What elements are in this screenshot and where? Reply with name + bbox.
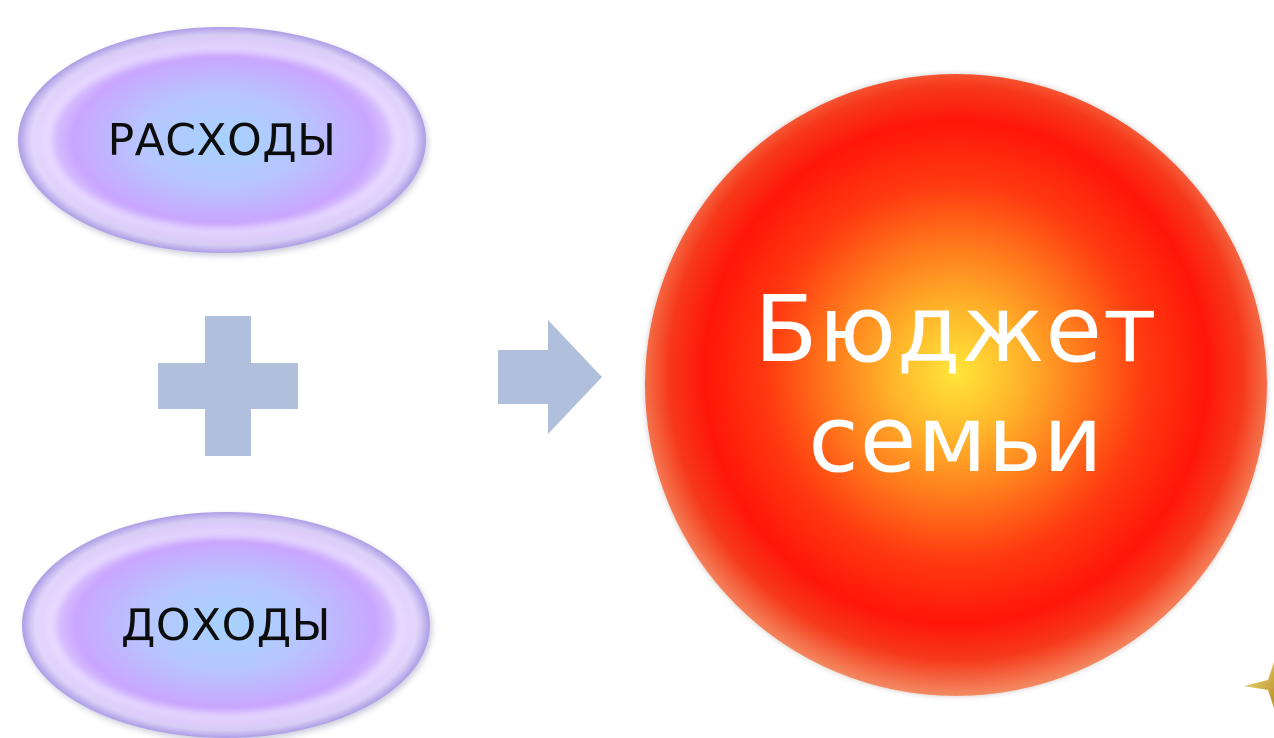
expenses-node: РАСХОДЫ <box>18 27 426 253</box>
income-node: ДОХОДЫ <box>22 512 430 738</box>
arrow-right-icon <box>498 320 602 434</box>
income-label: ДОХОДЫ <box>121 599 331 651</box>
family-budget-node: Бюджет семьи <box>645 74 1267 696</box>
family-budget-line-2: семьи <box>808 386 1104 493</box>
expenses-label: РАСХОДЫ <box>107 114 337 166</box>
plus-vertical-bar <box>205 316 251 456</box>
family-budget-line-1: Бюджет <box>754 275 1158 383</box>
star-icon <box>1244 662 1274 708</box>
plus-icon <box>158 316 298 456</box>
